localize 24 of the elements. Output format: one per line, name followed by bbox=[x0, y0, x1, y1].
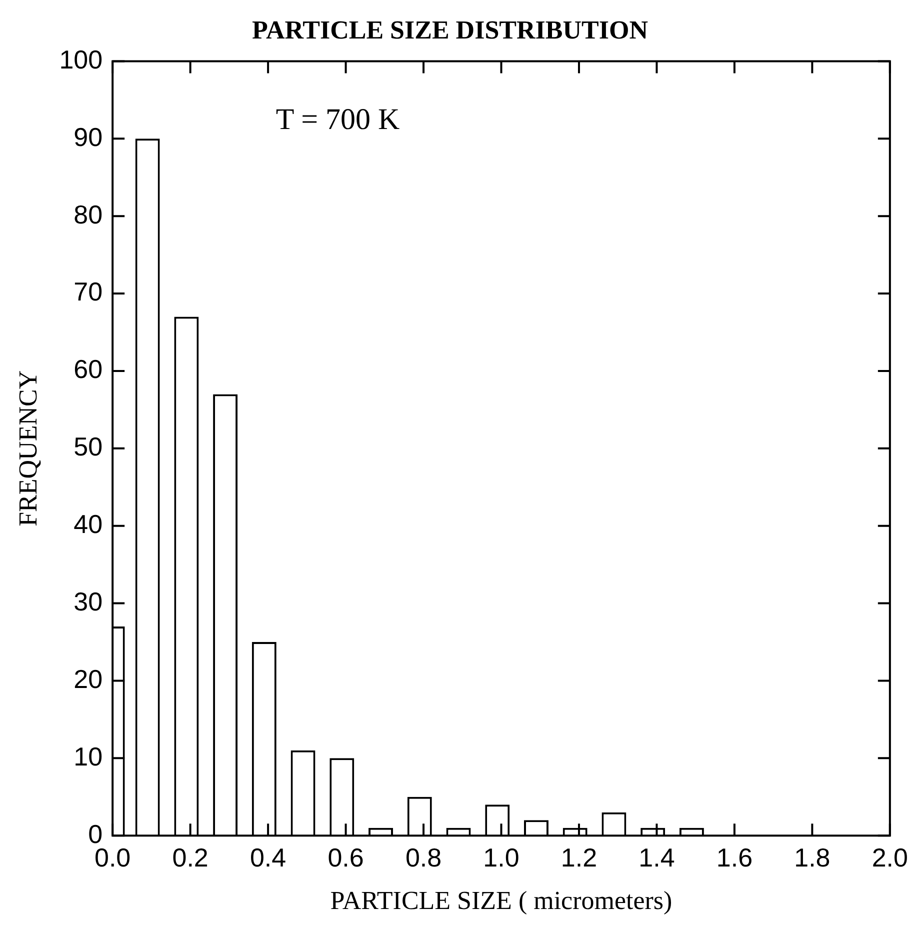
x-tick-label: 0.2 bbox=[172, 842, 208, 872]
y-tick-label: 20 bbox=[74, 664, 103, 694]
y-tick-label: 90 bbox=[74, 122, 103, 152]
x-tick-label: 1.4 bbox=[638, 842, 675, 872]
y-tick-label: 50 bbox=[74, 432, 103, 462]
x-tick-label: 1.8 bbox=[794, 842, 830, 872]
x-tick-label: 2.0 bbox=[872, 842, 908, 872]
x-tick-label: 1.0 bbox=[483, 842, 520, 872]
y-tick-label: 80 bbox=[74, 199, 103, 230]
y-tick-label: 40 bbox=[74, 509, 103, 540]
y-tick-label: 30 bbox=[74, 586, 103, 616]
annotation: T = 700 K bbox=[276, 103, 400, 136]
y-tick-label: 10 bbox=[74, 741, 103, 772]
x-tick-label: 1.2 bbox=[560, 842, 598, 872]
x-tick-label: 0.4 bbox=[250, 842, 286, 872]
x-tick-label: 1.6 bbox=[716, 842, 753, 872]
chart-title: PARTICLE SIZE DISTRIBUTION bbox=[252, 15, 648, 44]
y-axis-title: FREQUENCY bbox=[13, 370, 42, 526]
y-tick-label: 100 bbox=[59, 44, 103, 74]
x-tick-label: 0.8 bbox=[405, 842, 442, 872]
x-axis-title: PARTICLE SIZE ( micrometers) bbox=[330, 886, 672, 916]
x-tick-label: 0.6 bbox=[328, 842, 364, 872]
y-tick-label: 60 bbox=[74, 354, 103, 384]
y-tick-label: 70 bbox=[74, 276, 103, 307]
